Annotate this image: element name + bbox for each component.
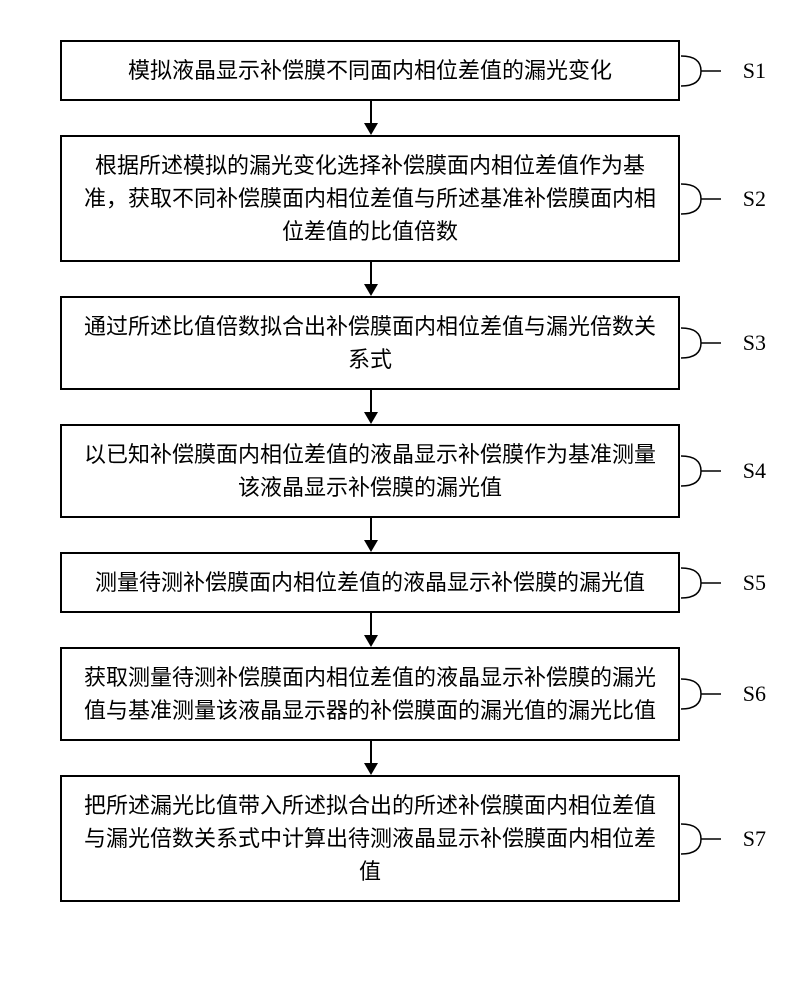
arrow-down-icon [364, 635, 378, 647]
step-label: S7 [743, 826, 766, 852]
step-box: 以已知补偿膜面内相位差值的液晶显示补偿膜作为基准测量该液晶显示补偿膜的漏光值 [60, 424, 680, 518]
step-label: S3 [743, 330, 766, 356]
label-connector-curve [681, 814, 721, 864]
step-box: 获取测量待测补偿膜面内相位差值的液晶显示补偿膜的漏光值与基准测量该液晶显示器的补… [60, 647, 680, 741]
step-box: 测量待测补偿膜面内相位差值的液晶显示补偿膜的漏光值 [60, 552, 680, 613]
step-label: S2 [743, 186, 766, 212]
connector [20, 741, 786, 775]
connector-line [370, 741, 372, 765]
flowchart-container: 模拟液晶显示补偿膜不同面内相位差值的漏光变化 S1 根据所述模拟的漏光变化选择补偿膜… [20, 40, 786, 902]
connector-line [370, 262, 372, 286]
step-box: 通过所述比值倍数拟合出补偿膜面内相位差值与漏光倍数关系式 [60, 296, 680, 390]
step-row: 把所述漏光比值带入所述拟合出的所述补偿膜面内相位差值与漏光倍数关系式中计算出待测… [20, 775, 786, 902]
arrow-down-icon [364, 284, 378, 296]
step-row: 以已知补偿膜面内相位差值的液晶显示补偿膜作为基准测量该液晶显示补偿膜的漏光值 S4 [20, 424, 786, 518]
step-box: 根据所述模拟的漏光变化选择补偿膜面内相位差值作为基准，获取不同补偿膜面内相位差值… [60, 135, 680, 262]
arrow-down-icon [364, 123, 378, 135]
label-connector-curve [681, 446, 721, 496]
step-box: 把所述漏光比值带入所述拟合出的所述补偿膜面内相位差值与漏光倍数关系式中计算出待测… [60, 775, 680, 902]
label-connector-curve [681, 174, 721, 224]
step-row: 模拟液晶显示补偿膜不同面内相位差值的漏光变化 S1 [20, 40, 786, 101]
arrow-down-icon [364, 540, 378, 552]
label-connector-curve [681, 558, 721, 608]
connector-line [370, 518, 372, 542]
label-connector-curve [681, 669, 721, 719]
step-label: S1 [743, 58, 766, 84]
step-row: 获取测量待测补偿膜面内相位差值的液晶显示补偿膜的漏光值与基准测量该液晶显示器的补… [20, 647, 786, 741]
arrow-down-icon [364, 412, 378, 424]
arrow-down-icon [364, 763, 378, 775]
label-connector-curve [681, 46, 721, 96]
connector-line [370, 613, 372, 637]
label-connector-curve [681, 318, 721, 368]
step-row: 根据所述模拟的漏光变化选择补偿膜面内相位差值作为基准，获取不同补偿膜面内相位差值… [20, 135, 786, 262]
connector [20, 518, 786, 552]
connector [20, 390, 786, 424]
connector [20, 613, 786, 647]
step-box: 模拟液晶显示补偿膜不同面内相位差值的漏光变化 [60, 40, 680, 101]
step-label: S5 [743, 570, 766, 596]
connector-line [370, 390, 372, 414]
step-label: S6 [743, 681, 766, 707]
connector [20, 101, 786, 135]
connector-line [370, 101, 372, 125]
step-row: 通过所述比值倍数拟合出补偿膜面内相位差值与漏光倍数关系式 S3 [20, 296, 786, 390]
step-label: S4 [743, 458, 766, 484]
connector [20, 262, 786, 296]
step-row: 测量待测补偿膜面内相位差值的液晶显示补偿膜的漏光值 S5 [20, 552, 786, 613]
